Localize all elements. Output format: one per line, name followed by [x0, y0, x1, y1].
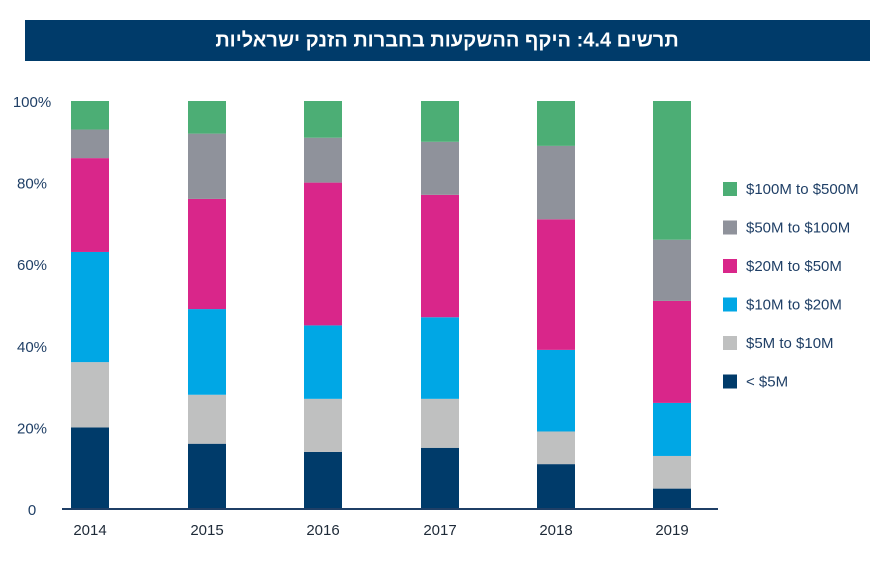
bar-segment: [653, 239, 691, 301]
title-bar: [25, 20, 870, 61]
legend-label: $50M to $100M: [746, 219, 850, 236]
bar-segment: [188, 443, 226, 509]
x-tick-label: 2017: [423, 522, 456, 539]
bar-segment: [537, 219, 575, 350]
y-tick-label: 20%: [17, 420, 47, 437]
legend-label: $100M to $500M: [746, 181, 859, 198]
x-tick-label: 2018: [539, 522, 572, 539]
y-tick-label: 40%: [17, 339, 47, 356]
bar-segment: [71, 101, 109, 130]
bar-segment: [421, 141, 459, 195]
legend-label: $20M to $50M: [746, 258, 842, 275]
bar-segment: [653, 402, 691, 456]
bar-segment: [537, 145, 575, 220]
legend-label: $10M to $20M: [746, 296, 842, 313]
bar-segment: [304, 451, 342, 509]
bar-segment: [421, 101, 459, 142]
bar-segment: [304, 325, 342, 399]
bar-segment: [537, 464, 575, 509]
y-tick-label: 0: [28, 502, 36, 519]
bar-segment: [71, 251, 109, 363]
bar-segment: [71, 427, 109, 509]
bar-segment: [421, 194, 459, 318]
bar-segment: [304, 137, 342, 183]
bar-segment: [304, 101, 342, 138]
bar-segment: [653, 300, 691, 403]
legend-swatch: [723, 182, 737, 196]
bar-segment: [71, 129, 109, 159]
bar-segment: [537, 431, 575, 465]
bar-segment: [188, 101, 226, 134]
bar-segment: [537, 349, 575, 432]
legend-swatch: [723, 336, 737, 350]
legend-swatch: [723, 220, 737, 235]
bar-segment: [537, 101, 575, 146]
y-tick-label: 60%: [17, 257, 47, 274]
bar-segment: [188, 394, 226, 444]
legend-label: $5M to $10M: [746, 335, 834, 352]
legend-swatch: [723, 374, 737, 389]
x-tick-label: 2016: [306, 522, 339, 539]
y-tick-label: 80%: [17, 176, 47, 193]
legend-swatch: [723, 297, 737, 312]
y-tick-label: 100%: [13, 94, 51, 111]
bar-segment: [188, 198, 226, 310]
bar-segment: [421, 398, 459, 448]
bar-segment: [421, 317, 459, 399]
bar-segment: [71, 362, 109, 428]
bar-segment: [653, 488, 691, 509]
bar-segment: [653, 101, 691, 240]
bar-segment: [304, 182, 342, 326]
bar-segment: [421, 447, 459, 509]
x-tick-label: 2019: [655, 522, 688, 539]
chart-title: תרשים 4.4: היקף ההשקעות בחברות הזנק ישרא…: [215, 29, 678, 51]
x-tick-label: 2015: [190, 522, 223, 539]
legend-swatch: [723, 259, 737, 273]
bar-segment: [188, 133, 226, 199]
bar-segment: [71, 158, 109, 252]
bar-segment: [188, 309, 226, 395]
bar-segment: [653, 455, 691, 489]
legend-label: < $5M: [746, 373, 788, 390]
x-tick-label: 2014: [73, 522, 106, 539]
bar-segment: [304, 398, 342, 452]
